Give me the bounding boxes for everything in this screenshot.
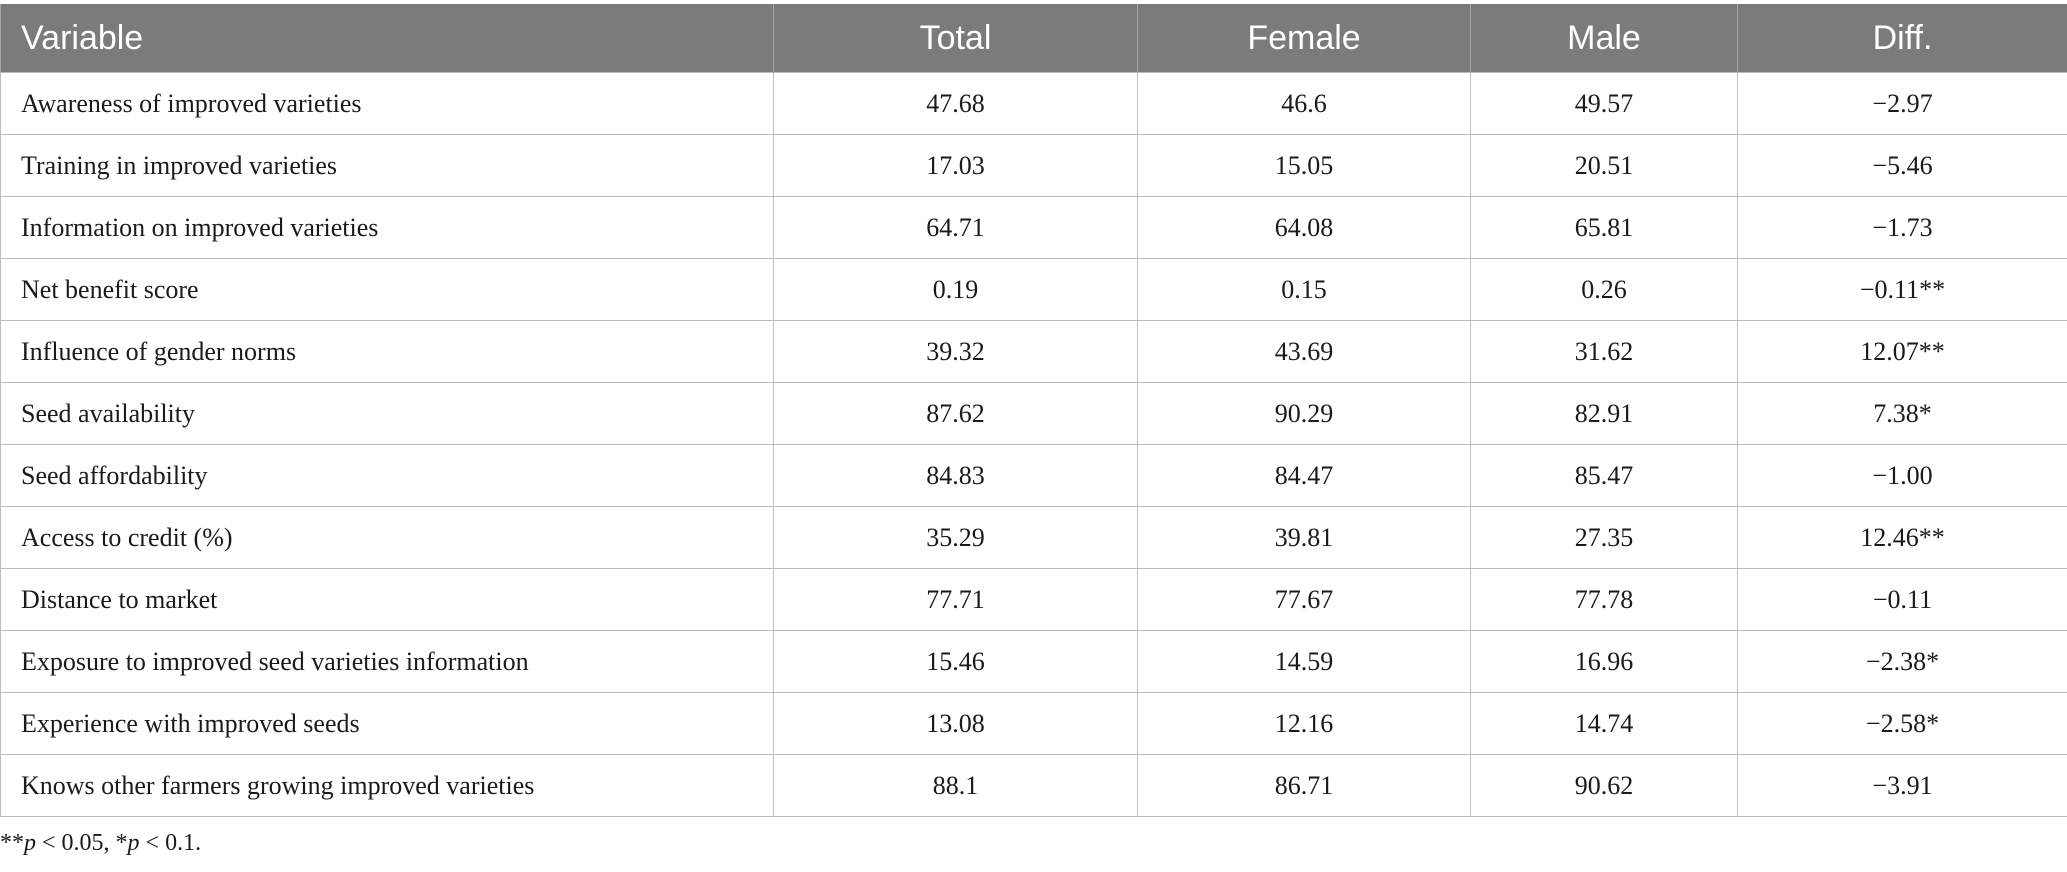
cell-total: 35.29 <box>773 506 1138 569</box>
cell-total: 87.62 <box>773 382 1138 445</box>
cell-variable: Seed affordability <box>0 444 774 507</box>
data-table-container: Variable Total Female Male Diff. Awarene… <box>0 4 2067 817</box>
cell-female: 86.71 <box>1137 754 1471 817</box>
table-header: Variable Total Female Male Diff. <box>0 4 2067 73</box>
cell-variable: Information on improved varieties <box>0 196 774 259</box>
table-row: Seed affordability 84.83 84.47 85.47 −1.00 <box>0 444 2067 507</box>
cell-total: 17.03 <box>773 134 1138 197</box>
table-row: Seed availability 87.62 90.29 82.91 7.38* <box>0 382 2067 445</box>
cell-diff: 12.07** <box>1737 320 2067 383</box>
cell-diff: −1.00 <box>1737 444 2067 507</box>
footnote-p-2: p <box>127 830 140 856</box>
footnote-stars-2: ** <box>0 830 24 856</box>
footnote-p-1: p <box>24 830 36 856</box>
cell-total: 47.68 <box>773 72 1138 135</box>
table-row: Access to credit (%) 35.29 39.81 27.35 12.46… <box>0 506 2067 569</box>
header-total: Total <box>773 4 1138 73</box>
cell-total: 84.83 <box>773 444 1138 507</box>
cell-female: 84.47 <box>1137 444 1471 507</box>
cell-female: 90.29 <box>1137 382 1471 445</box>
cell-female: 77.67 <box>1137 568 1471 631</box>
cell-total: 15.46 <box>773 630 1138 693</box>
data-table: Variable Total Female Male Diff. Awarene… <box>0 4 2067 817</box>
cell-female: 12.16 <box>1137 692 1471 755</box>
table-row: Influence of gender norms 39.32 43.69 31.62… <box>0 320 2067 383</box>
table-row: Exposure to improved seed varieties info… <box>0 630 2067 693</box>
cell-diff: −0.11** <box>1737 258 2067 321</box>
cell-diff: −2.58* <box>1737 692 2067 755</box>
cell-variable: Distance to market <box>0 568 774 631</box>
cell-total: 64.71 <box>773 196 1138 259</box>
cell-female: 43.69 <box>1137 320 1471 383</box>
cell-diff: −5.46 <box>1737 134 2067 197</box>
cell-male: 77.78 <box>1470 568 1738 631</box>
table-row: Distance to market 77.71 77.67 77.78 −0.11 <box>0 568 2067 631</box>
significance-footnote: **p < 0.05, *p < 0.1. <box>0 830 201 857</box>
cell-male: 20.51 <box>1470 134 1738 197</box>
table-body: Awareness of improved varieties 47.68 46.6… <box>0 72 2067 817</box>
cell-variable: Net benefit score <box>0 258 774 321</box>
cell-male: 16.96 <box>1470 630 1738 693</box>
table-row: Training in improved varieties 17.03 15.05… <box>0 134 2067 197</box>
header-male: Male <box>1470 4 1738 73</box>
cell-female: 14.59 <box>1137 630 1471 693</box>
cell-female: 64.08 <box>1137 196 1471 259</box>
cell-diff: 12.46** <box>1737 506 2067 569</box>
cell-male: 85.47 <box>1470 444 1738 507</box>
cell-diff: −3.91 <box>1737 754 2067 817</box>
header-row: Variable Total Female Male Diff. <box>0 4 2067 73</box>
cell-diff: −1.73 <box>1737 196 2067 259</box>
table-row: Information on improved varieties 64.71 64… <box>0 196 2067 259</box>
footnote-stars-1: * <box>115 830 128 856</box>
header-female: Female <box>1137 4 1471 73</box>
cell-male: 14.74 <box>1470 692 1738 755</box>
cell-variable: Awareness of improved varieties <box>0 72 774 135</box>
cell-total: 77.71 <box>773 568 1138 631</box>
cell-male: 0.26 <box>1470 258 1738 321</box>
footnote-text-1: < 0.05, <box>36 830 116 856</box>
cell-male: 31.62 <box>1470 320 1738 383</box>
cell-total: 88.1 <box>773 754 1138 817</box>
table-row: Experience with improved seeds 13.08 12.16… <box>0 692 2067 755</box>
cell-total: 39.32 <box>773 320 1138 383</box>
cell-variable: Access to credit (%) <box>0 506 774 569</box>
cell-male: 49.57 <box>1470 72 1738 135</box>
cell-diff: −2.97 <box>1737 72 2067 135</box>
cell-total: 13.08 <box>773 692 1138 755</box>
cell-total: 0.19 <box>773 258 1138 321</box>
cell-variable: Exposure to improved seed varieties info… <box>0 630 774 693</box>
cell-male: 65.81 <box>1470 196 1738 259</box>
cell-male: 82.91 <box>1470 382 1738 445</box>
table-row: Knows other farmers growing improved var… <box>0 754 2067 817</box>
cell-variable: Experience with improved seeds <box>0 692 774 755</box>
cell-female: 0.15 <box>1137 258 1471 321</box>
table-row: Awareness of improved varieties 47.68 46.6… <box>0 72 2067 135</box>
cell-female: 46.6 <box>1137 72 1471 135</box>
cell-female: 39.81 <box>1137 506 1471 569</box>
cell-variable: Training in improved varieties <box>0 134 774 197</box>
cell-variable: Seed availability <box>0 382 774 445</box>
cell-variable: Knows other farmers growing improved var… <box>0 754 774 817</box>
cell-diff: −0.11 <box>1737 568 2067 631</box>
cell-diff: −2.38* <box>1737 630 2067 693</box>
footnote-text-2: < 0.1. <box>139 830 202 856</box>
cell-male: 27.35 <box>1470 506 1738 569</box>
cell-diff: 7.38* <box>1737 382 2067 445</box>
table-row: Net benefit score 0.19 0.15 0.26 −0.11** <box>0 258 2067 321</box>
header-diff: Diff. <box>1737 4 2067 73</box>
header-variable: Variable <box>0 4 774 73</box>
cell-female: 15.05 <box>1137 134 1471 197</box>
cell-male: 90.62 <box>1470 754 1738 817</box>
cell-variable: Influence of gender norms <box>0 320 774 383</box>
